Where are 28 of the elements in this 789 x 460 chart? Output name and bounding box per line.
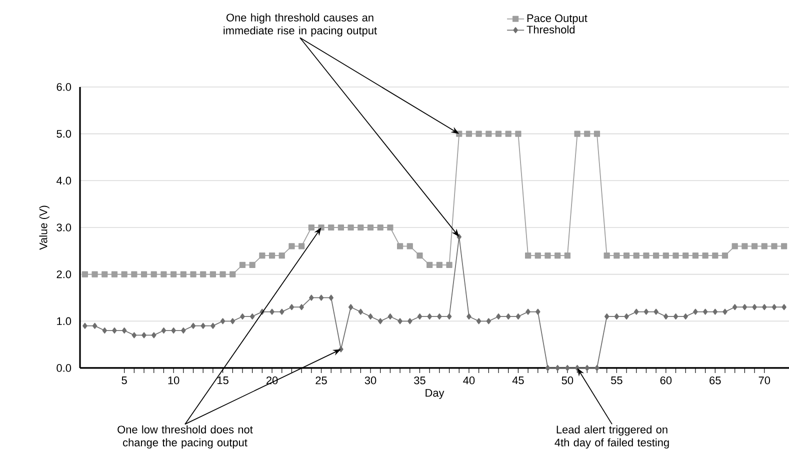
- x-tick-label: 35: [414, 376, 426, 384]
- annotation: One low threshold does not change the pacing output: [118, 425, 253, 449]
- x-axis-title: Day: [426, 389, 444, 399]
- x-tick-label: 20: [266, 376, 278, 384]
- annotation: One high threshold causes an immediate rise in pacing output: [224, 13, 377, 37]
- x-tick-label: 10: [168, 376, 180, 384]
- y-axis-title: Value (V): [39, 206, 50, 250]
- y-tick-label: 3.0: [56, 224, 72, 232]
- legend-label: Threshold: [526, 25, 575, 34]
- x-tick-label: 5: [122, 376, 127, 384]
- y-tick-label: 2.0: [56, 270, 72, 278]
- y-tick-label: 5.0: [56, 130, 72, 138]
- x-tick-label: 60: [660, 376, 672, 384]
- y-tick-label: 0.0: [56, 364, 72, 372]
- legend-label: Pace Output: [527, 14, 588, 24]
- x-tick-label: 30: [364, 376, 376, 384]
- y-tick-label: 1.0: [57, 317, 72, 326]
- x-tick-label: 55: [611, 376, 622, 384]
- x-tick-label: 25: [316, 376, 327, 384]
- y-tick-label: 6.0: [56, 83, 72, 91]
- x-tick-label: 50: [562, 376, 574, 384]
- x-tick-label: 40: [463, 376, 475, 384]
- annotation: Lead alert triggered on 4th day of failed testing: [554, 425, 669, 449]
- x-tick-label: 15: [218, 376, 228, 384]
- x-tick-label: 65: [710, 376, 721, 384]
- x-tick-label: 70: [758, 376, 770, 384]
- x-tick-label: 45: [512, 376, 524, 384]
- y-tick-label: 4.0: [56, 176, 72, 185]
